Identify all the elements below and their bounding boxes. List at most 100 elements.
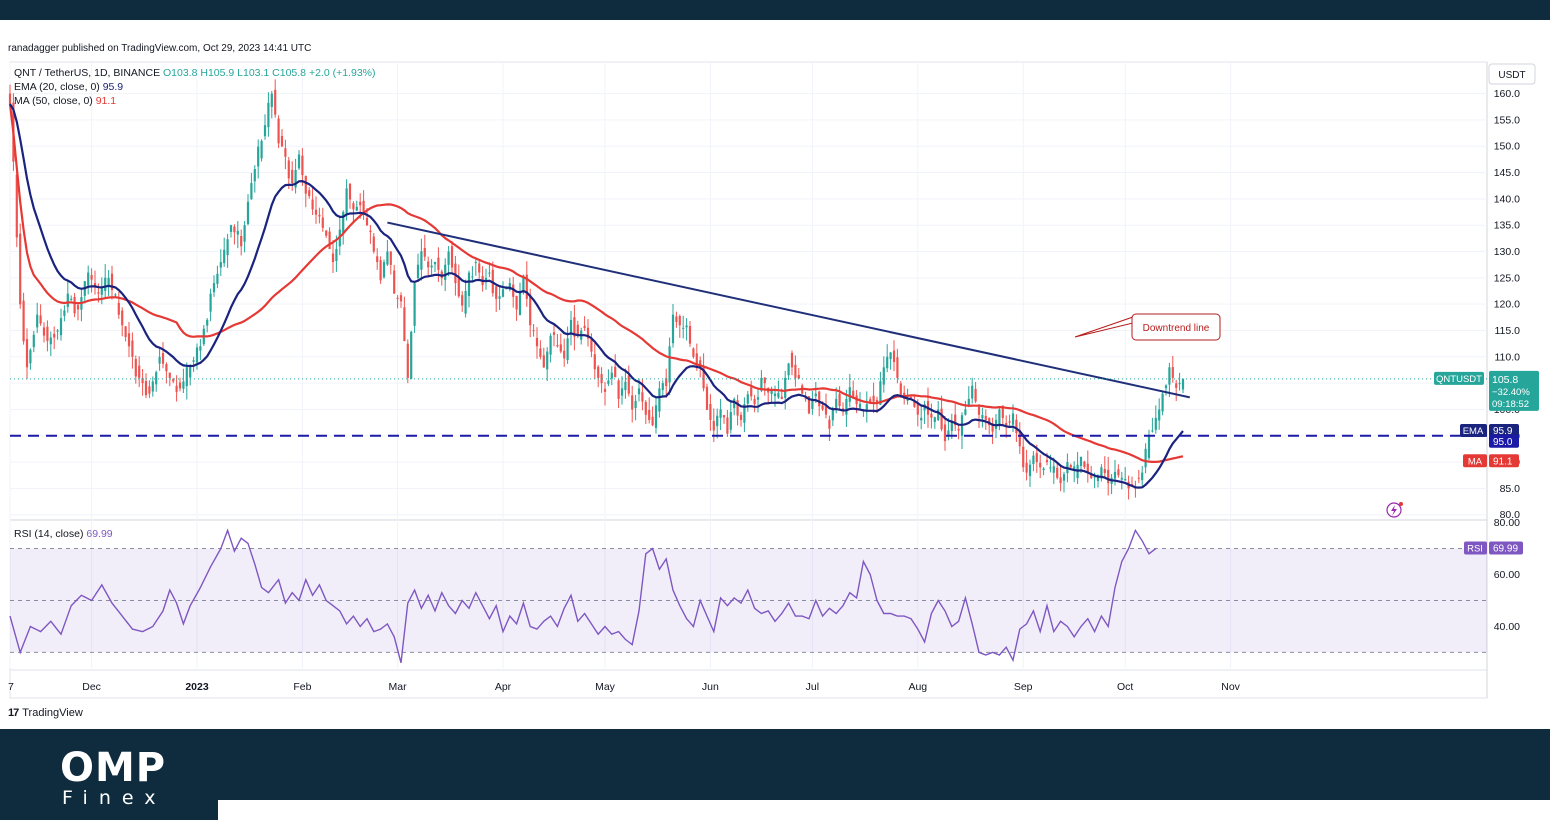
candle-body	[709, 404, 712, 420]
candle-body	[773, 393, 777, 397]
annotation-box	[1131, 313, 1221, 341]
candle-body	[916, 402, 919, 415]
candle-body	[1032, 455, 1035, 465]
candle	[889, 351, 892, 370]
candle	[787, 362, 790, 380]
candle	[209, 288, 212, 322]
candle	[512, 276, 515, 308]
price-tick-label: 135.0	[1494, 220, 1520, 232]
candle	[155, 370, 158, 392]
candle	[607, 369, 610, 387]
ema-price-value: 95.9	[1493, 426, 1513, 437]
candle	[223, 237, 226, 267]
candle	[236, 221, 239, 249]
candle	[246, 194, 250, 226]
candle-body	[501, 289, 505, 297]
candle	[257, 139, 260, 179]
candle-body	[1056, 467, 1059, 478]
legend-ohlc: O103.8 H105.9 L103.1 C105.8 +2.0 (+1.93%…	[163, 67, 376, 79]
candle	[920, 405, 923, 430]
candle-body	[70, 298, 73, 300]
candle-body	[593, 354, 596, 370]
candle	[393, 264, 396, 294]
candle-body	[821, 405, 824, 410]
candle	[461, 291, 464, 312]
candle-body	[784, 377, 787, 398]
candle-body	[736, 400, 739, 416]
candle	[301, 148, 304, 186]
candle	[457, 264, 460, 298]
candle-body	[532, 330, 535, 332]
candle-body	[1171, 367, 1174, 378]
candle	[1028, 459, 1032, 487]
downtrend-annotation[interactable]: Downtrend line	[1074, 313, 1221, 341]
candle	[977, 404, 981, 429]
price-tick-label: 125.0	[1494, 272, 1520, 284]
candle-body	[886, 356, 889, 369]
candle	[984, 409, 987, 430]
candle-body	[199, 346, 202, 351]
candle-body	[121, 310, 124, 326]
trading-chart[interactable]: Downtrend line80.085.090.095.0100.0105.0…	[0, 20, 1550, 720]
candle	[1073, 461, 1076, 483]
candle	[427, 256, 430, 277]
lightning-icon-bolt	[1391, 505, 1397, 516]
candle-body	[100, 288, 103, 295]
candle-body	[954, 414, 957, 426]
candle-body	[563, 350, 566, 359]
price-tick-label: 160.0	[1494, 88, 1520, 100]
tradingview-brand[interactable]: 17 TradingView	[8, 707, 83, 719]
candle-body	[168, 372, 171, 378]
candle-body	[603, 388, 607, 392]
candle-body	[148, 386, 151, 394]
candle-body	[726, 417, 729, 434]
candle	[1056, 461, 1059, 480]
candle-body	[756, 397, 760, 400]
candle-body	[471, 276, 474, 278]
candle-body	[529, 294, 532, 326]
candle-body	[692, 348, 695, 357]
candle-body	[345, 188, 348, 214]
candle	[709, 394, 712, 431]
candle-body	[675, 316, 678, 323]
candle-body	[651, 416, 654, 426]
candle-body	[1079, 456, 1083, 466]
candle-body	[46, 326, 49, 342]
candle-body	[556, 345, 559, 347]
candle	[464, 279, 467, 318]
candle	[702, 353, 705, 392]
candle-body	[777, 392, 780, 398]
legend-ma-value: 91.1	[96, 95, 117, 107]
time-tick-label: Jun	[702, 681, 719, 693]
candle	[280, 129, 284, 148]
candle-body	[590, 339, 593, 352]
candle-body	[304, 176, 307, 194]
candle	[386, 239, 389, 266]
candle-body	[610, 372, 613, 379]
candle-body	[291, 169, 294, 184]
lightning-icon[interactable]	[1386, 502, 1403, 518]
time-tick-label: Nov	[1221, 681, 1240, 693]
candle	[450, 240, 454, 274]
time-axis[interactable]: 7 Dec 2023 Feb Mar Apr May Jun Jul Aug Sep Oct Nov	[8, 681, 1241, 693]
chart-legend[interactable]: QNT / TetherUS, 1D, BINANCE O103.8 H105.…	[14, 67, 376, 540]
candle	[1022, 434, 1025, 473]
price-tick-label: 145.0	[1494, 167, 1520, 179]
candle	[668, 337, 671, 396]
candle-body	[1124, 479, 1127, 481]
candle	[1175, 379, 1178, 402]
downtrend-line[interactable]	[387, 221, 1191, 399]
candle-body	[1035, 453, 1038, 463]
candle	[841, 402, 845, 416]
candle-body	[301, 155, 304, 176]
currency-button[interactable]	[1488, 63, 1536, 85]
candle-body	[25, 339, 29, 368]
candle-body	[811, 398, 814, 409]
candle	[518, 282, 522, 316]
candle-body	[818, 391, 821, 407]
candle-body	[967, 398, 970, 406]
candle-body	[1175, 383, 1178, 388]
candle-body	[600, 374, 603, 384]
price-tick-label: 150.0	[1494, 141, 1520, 153]
candle	[93, 270, 97, 295]
